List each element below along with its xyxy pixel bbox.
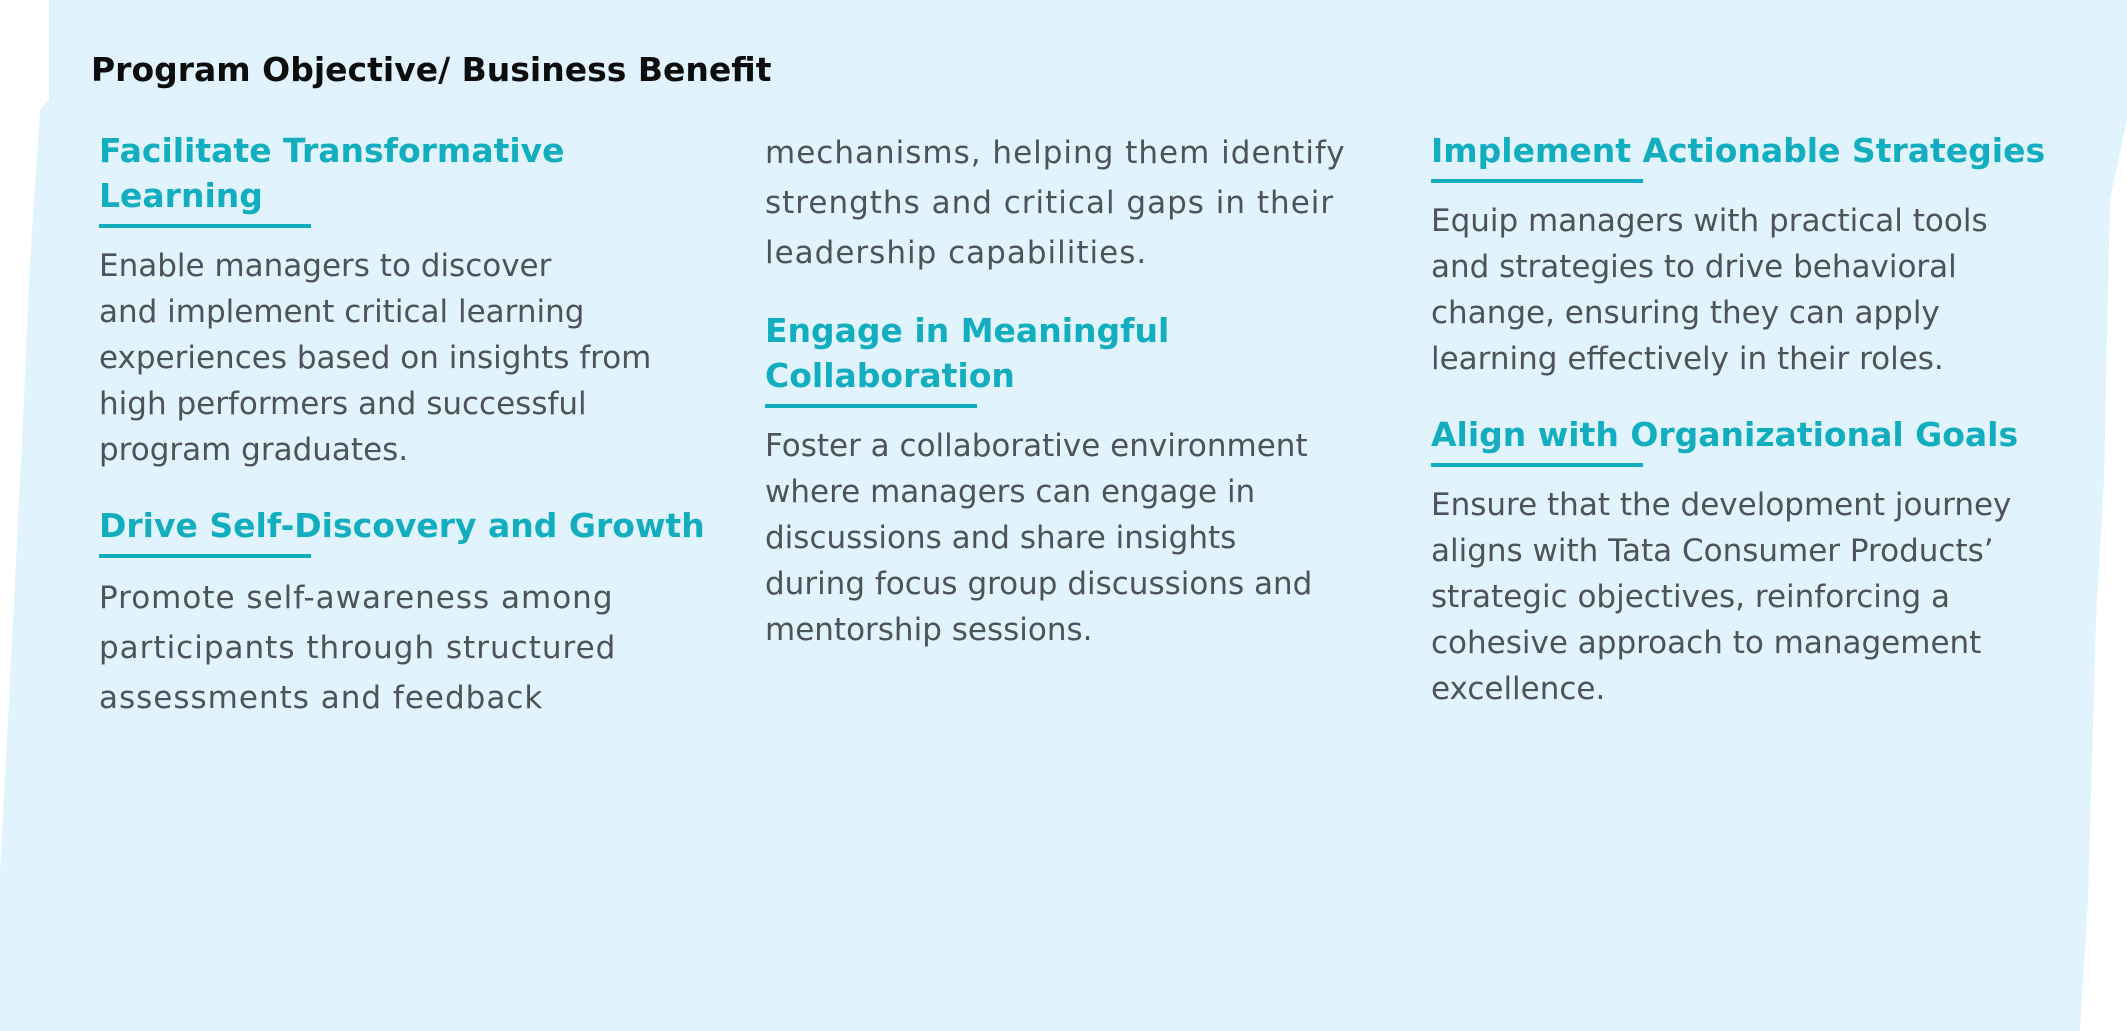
column-2: mechanisms, helping them identify streng… <box>765 128 1395 653</box>
heading-underline <box>765 404 977 408</box>
section-body: Enable managers to discover and implemen… <box>99 243 709 473</box>
section-body: Equip managers with practical tools and … <box>1431 198 2061 382</box>
heading-line: Learning <box>99 176 263 215</box>
body-line: learning effectively in their roles. <box>1431 341 1944 377</box>
section-body: Promote self-awareness among participant… <box>99 573 709 723</box>
section-heading: Engage in Meaningful Collaboration <box>765 311 1170 395</box>
objective-self-discovery: Drive Self-Discovery and Growth Promote … <box>99 503 709 723</box>
heading-underline <box>99 554 311 558</box>
section-body: Ensure that the development journey alig… <box>1431 482 2061 712</box>
column-3: Implement Actionable Strategies Equip ma… <box>1431 128 2061 712</box>
body-line: participants through structured <box>99 630 617 666</box>
body-line: Foster a collaborative environment <box>765 428 1308 464</box>
body-line: high performers and successful <box>99 386 587 422</box>
body-line: strengths and critical gaps in their <box>765 185 1335 221</box>
body-line: Equip managers with practical tools <box>1431 203 1988 239</box>
section-heading: Implement Actionable Strategies <box>1431 131 2046 170</box>
body-line: cohesive approach to management <box>1431 625 1982 661</box>
section-heading: Drive Self-Discovery and Growth <box>99 506 705 545</box>
body-line: mechanisms, helping them identify <box>765 135 1346 171</box>
body-line: Enable managers to discover <box>99 248 552 284</box>
heading-underline <box>1431 179 1643 183</box>
body-line: Ensure that the development journey <box>1431 487 2012 523</box>
heading-underline <box>99 224 311 228</box>
body-line: mentorship sessions. <box>765 612 1093 648</box>
body-line: change, ensuring they can apply <box>1431 295 1940 331</box>
objective-collaboration: Engage in Meaningful Collaboration Foste… <box>765 308 1395 653</box>
body-line: strategic objectives, reinforcing a <box>1431 579 1951 615</box>
body-line: where managers can engage in <box>765 474 1256 510</box>
objective-actionable-strategies: Implement Actionable Strategies Equip ma… <box>1431 128 2061 382</box>
body-line: experiences based on insights from <box>99 340 652 376</box>
heading-underline <box>1431 463 1643 467</box>
body-line: during focus group discussions and <box>765 566 1313 602</box>
heading-line: Facilitate Transformative <box>99 131 565 170</box>
section-body: Foster a collaborative environment where… <box>765 423 1395 653</box>
body-line: aligns with Tata Consumer Products’ <box>1431 533 1994 569</box>
body-line: discussions and share insights <box>765 520 1237 556</box>
objective-facilitate-learning: Facilitate Transformative Learning Enabl… <box>99 128 709 473</box>
page-title: Program Objective/ Business Benefit <box>91 50 772 89</box>
section-heading: Facilitate Transformative Learning <box>99 128 709 218</box>
objective-organizational-goals: Align with Organizational Goals Ensure t… <box>1431 412 2061 712</box>
body-line: Promote self-awareness among <box>99 580 614 616</box>
body-line: assessments and feedback <box>99 680 544 716</box>
body-line: program graduates. <box>99 432 409 468</box>
body-line: and strategies to drive behavioral <box>1431 249 1957 285</box>
body-line: and implement critical learning <box>99 294 585 330</box>
continued-body: mechanisms, helping them identify streng… <box>765 128 1395 278</box>
body-line: excellence. <box>1431 671 1606 707</box>
section-heading: Align with Organizational Goals <box>1431 415 2019 454</box>
column-1: Facilitate Transformative Learning Enabl… <box>99 128 709 723</box>
body-line: leadership capabilities. <box>765 235 1148 271</box>
